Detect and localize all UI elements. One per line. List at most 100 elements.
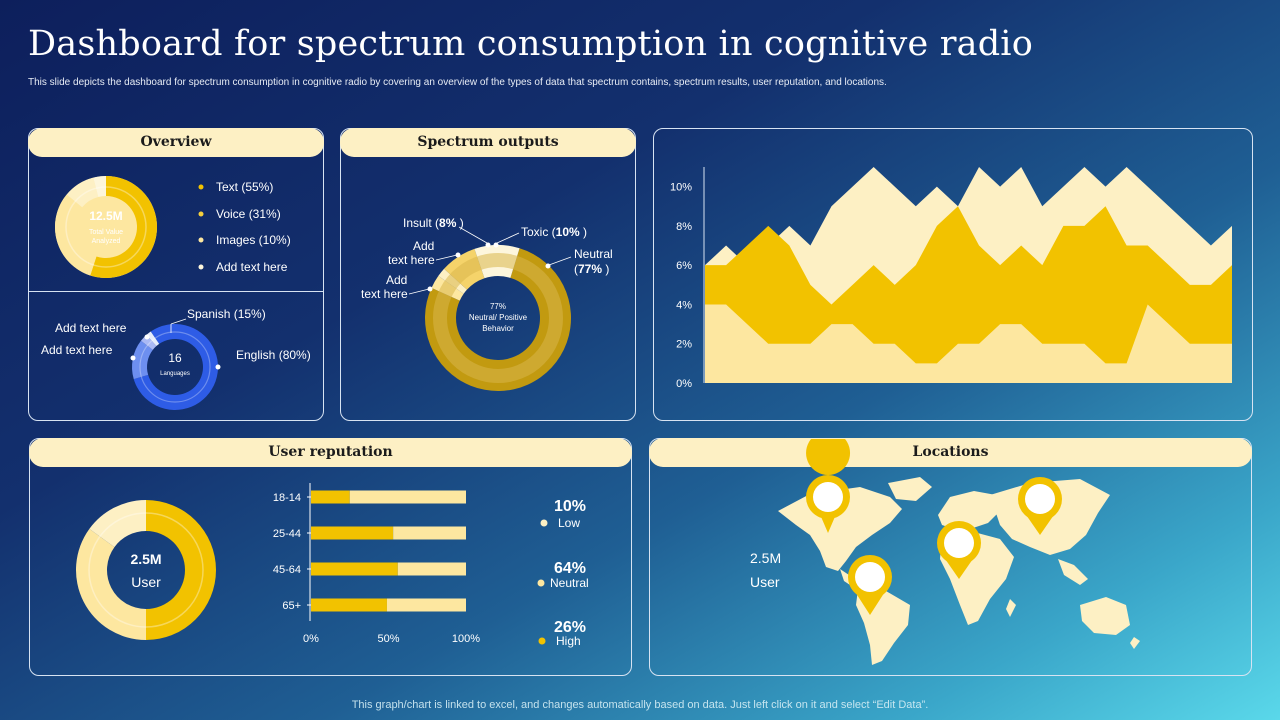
reputation-slice-1: [76, 528, 146, 640]
stat-high-dot: [538, 637, 546, 645]
insult-leader: [458, 226, 488, 244]
area-ytick-4: 8%: [676, 221, 692, 233]
legend-add-text: Add text here: [216, 260, 288, 274]
stat-high-label: High: [556, 634, 581, 648]
reputation-donut: [76, 500, 216, 640]
stat-low-label: Low: [558, 516, 580, 530]
neutral-leader: [548, 256, 572, 266]
english-marker: [215, 364, 221, 370]
language-spanish: Spanish (15%): [187, 307, 266, 321]
bar-3-seg-0: [311, 598, 387, 612]
overview-donut-caption2: Analyzed: [92, 238, 121, 245]
overview-slice-1: [55, 194, 97, 276]
legend-voice: Voice (31%): [216, 207, 281, 221]
neutral-value: (77% ): [574, 262, 609, 276]
bar-2-seg-1: [397, 562, 466, 576]
stat-high-value: 26%: [554, 619, 586, 636]
stat-low-dot: [540, 519, 548, 527]
neutral-marker: [545, 263, 551, 269]
toxic-marker: [493, 242, 499, 248]
languages-slice-1: [132, 340, 153, 380]
pin-asia[interactable]: [1018, 477, 1062, 535]
legend-dot-text: [198, 184, 204, 190]
spectrum-donut: [425, 245, 571, 392]
overview-donut-value: 12.5M: [89, 209, 122, 223]
reputation-bars: 18-14 25-44 45-64 65+ 0% 50% 100%: [273, 483, 480, 645]
greenland: [888, 477, 932, 501]
spectrum-center-label-2: Behavior: [482, 324, 514, 333]
area-chart-panel: 0% 2% 4% 6% 8% 10%: [653, 128, 1253, 421]
area-series-2: [705, 304, 1232, 383]
spectrum-center-value: 77%: [490, 302, 506, 311]
overview-panel: Overview 12.5M Total Value Analyzed Text…: [28, 128, 324, 421]
add-marker-s1: [455, 252, 461, 258]
locations-title: Locations: [649, 438, 1252, 467]
languages-ring: [139, 331, 211, 403]
pin-north-america[interactable]: [806, 439, 851, 533]
locations-panel: Locations: [649, 438, 1252, 676]
footer-note: This graph/chart is linked to excel, and…: [351, 699, 929, 711]
reputation-donut-value: 2.5M: [130, 551, 161, 567]
add-marker-1: [144, 334, 150, 340]
reputation-ring: [88, 512, 204, 628]
locations-value: 2.5M: [750, 550, 781, 566]
overview-donut: [55, 176, 157, 278]
spectrum-title: Spectrum outputs: [340, 128, 636, 157]
stat-neutral-value: 64%: [554, 560, 586, 577]
add-leader-2: [408, 288, 430, 295]
bar-0-seg-0: [311, 490, 350, 504]
pin-south-america[interactable]: [848, 555, 892, 615]
spectrum-inner-band: [433, 253, 563, 383]
toxic-leader: [496, 232, 520, 244]
languages-donut: [132, 324, 218, 410]
spectrum-center-label: Neutral/ Positive: [469, 313, 528, 322]
pin-africa[interactable]: [937, 521, 981, 579]
area-chart: 0% 2% 4% 6% 8% 10%: [670, 167, 1232, 390]
locations-caption: User: [750, 574, 780, 590]
stat-neutral-label: Neutral: [550, 576, 589, 590]
reputation-slice-0: [146, 500, 216, 640]
add-leader-1: [435, 254, 458, 261]
insult-label: Insult (8% ): [403, 216, 464, 230]
spectrum-add-b2: text here: [361, 287, 408, 301]
language-add-1: Add text here: [55, 321, 127, 335]
overview-chart: 12.5M Total Value Analyzed Text (55%) Vo…: [41, 176, 311, 410]
area-ytick-0: 0%: [676, 378, 692, 390]
reputation-title: User reputation: [29, 438, 632, 467]
add-marker-s2: [427, 286, 433, 292]
legend-text: Text (55%): [216, 180, 273, 194]
bar-category-3: 65+: [282, 600, 301, 612]
bar-xtick-1: 50%: [377, 633, 399, 645]
europe: [938, 491, 1000, 529]
stat-low-value: 10%: [554, 498, 586, 515]
legend-dot-add: [198, 264, 204, 270]
area-ytick-2: 4%: [676, 299, 692, 311]
reputation-donut-caption: User: [131, 574, 161, 590]
bar-3-seg-1: [386, 598, 466, 612]
overview-slice-0: [90, 176, 157, 278]
overview-donut-ring: [65, 186, 147, 268]
legend-images: Images (10%): [216, 233, 291, 247]
overview-donut-caption1: Total Value: [89, 229, 123, 236]
bar-category-0: 18-14: [273, 492, 301, 504]
stat-neutral-dot: [537, 579, 545, 587]
bar-category-1: 25-44: [273, 528, 301, 540]
southeast-asia: [1058, 559, 1088, 585]
spectrum-panel: Spectrum outputs 77% Neutral/ Positive B…: [340, 128, 636, 421]
languages-slice-0: [133, 324, 218, 410]
reputation-chart: 2.5M User 18-14 25-44 45-64 65+ 0% 50% 100% 10…: [76, 483, 589, 648]
madagascar: [1006, 599, 1016, 617]
page-title: Dashboard for spectrum consumption in co…: [28, 24, 1033, 64]
languages-slice-3: [146, 331, 160, 347]
bar-1-seg-1: [393, 526, 466, 540]
spectrum-add-b1: text here: [388, 253, 435, 267]
languages-value: 16: [168, 351, 182, 365]
languages-caption: Languages: [160, 371, 190, 377]
bar-1-seg-0: [311, 526, 394, 540]
area-ytick-5: 10%: [670, 182, 692, 194]
spectrum-add-a1: Add: [413, 239, 434, 253]
bar-0-seg-1: [349, 490, 466, 504]
spectrum-add-a2: Add: [386, 273, 407, 287]
area-ytick-3: 6%: [676, 260, 692, 272]
neutral-label: Neutral: [574, 247, 613, 261]
